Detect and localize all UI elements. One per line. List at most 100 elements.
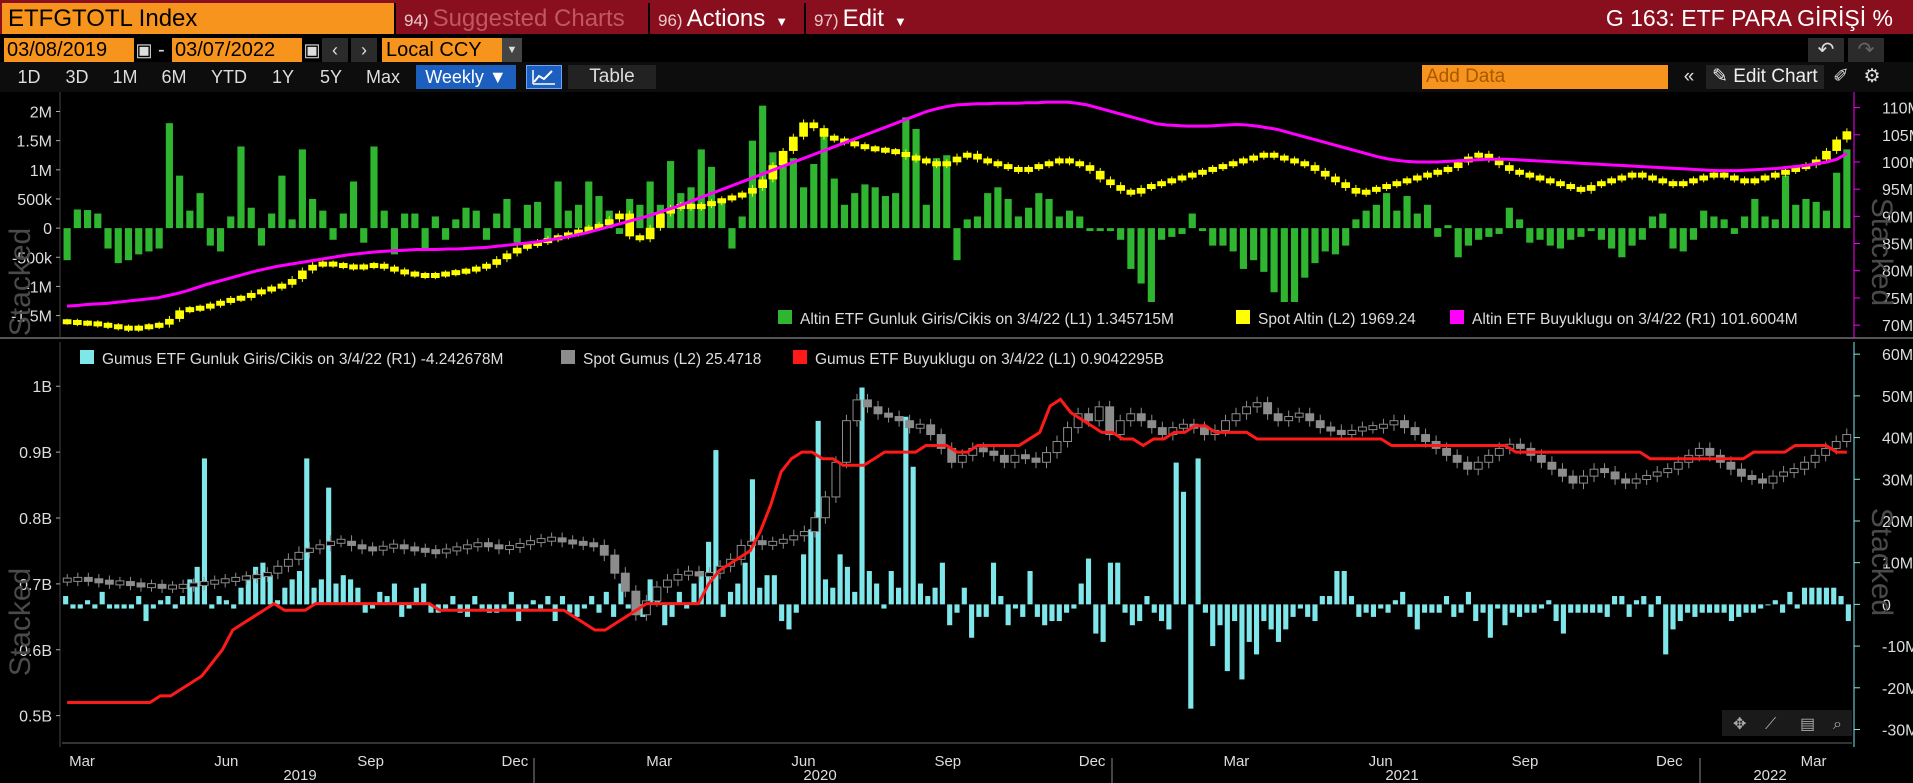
legend-label: Gumus ETF Gunluk Giris/Cikis on 3/4/22 (… (102, 351, 503, 368)
edit-chart-button[interactable]: ✎ Edit Chart (1706, 65, 1824, 89)
right-tick-label: 50M (1882, 389, 1913, 406)
silver-candle (873, 406, 883, 415)
gold-flow-bar (1812, 201, 1820, 229)
gold-flow-bar (339, 213, 347, 229)
silver-candle (326, 540, 335, 546)
crosshair-icon: ✥ (1733, 716, 1746, 733)
silver-flow-bar (676, 591, 682, 605)
actions-menu[interactable]: 96) Actions ▼ (648, 3, 800, 34)
period-5y[interactable]: 5Y (319, 67, 343, 87)
edit-menu[interactable]: 97) Edit ▼ (804, 3, 920, 34)
gold-candle (1320, 170, 1330, 177)
gold-candle (1310, 165, 1320, 171)
gold-flow-bar (1127, 228, 1135, 269)
silver-flow-bar (1604, 604, 1610, 617)
silver-candle (684, 570, 693, 576)
chart-area: 2M 1.5M 1M 500k 0 -500k -1M -1.5M 110M 105M 100M 95… (0, 92, 1913, 783)
silver-candle (1126, 413, 1136, 422)
period-max[interactable]: Max (365, 67, 400, 87)
silver-candle (1221, 420, 1230, 431)
gold-candle (308, 264, 317, 271)
silver-candle (568, 539, 578, 545)
silver-flow-bar (1348, 596, 1355, 605)
currency-select[interactable]: Local CCY (382, 38, 522, 62)
silver-flow-bar (1407, 604, 1413, 617)
gold-candle (1791, 166, 1801, 172)
collapse-icon[interactable]: « (1683, 66, 1695, 87)
gold-candle (850, 141, 860, 147)
silver-candle (1568, 475, 1578, 484)
silver-flow-bar (340, 575, 346, 605)
period-1d[interactable]: 1D (17, 67, 41, 87)
gold-flow-bar (1720, 219, 1728, 229)
add-data-input[interactable] (1422, 65, 1668, 89)
silver-flow-bar (253, 566, 259, 605)
gold-flow-bar (401, 213, 409, 229)
silver-candle (694, 571, 704, 577)
silver-candle (505, 545, 514, 551)
silver-flow-bar (1546, 600, 1552, 605)
gold-flow-bar (462, 207, 470, 229)
silver-candle (1442, 447, 1452, 456)
silver-candle (1400, 420, 1409, 429)
silver-flow-bar (998, 596, 1004, 605)
silver-flow-bar (238, 587, 244, 605)
silver-flow-bar (691, 583, 697, 605)
suggested-charts-menu[interactable]: 94) Suggested Charts (394, 3, 644, 34)
stacked-watermark: Stacked (1865, 508, 1898, 616)
period-6m[interactable]: 6M (161, 67, 187, 87)
end-date-field[interactable]: 03/07/2022 (172, 38, 302, 62)
silver-flow-bar (143, 604, 149, 622)
gold-flow-bar (1556, 228, 1565, 249)
silver-candle (1515, 443, 1525, 449)
gold-flow-bar (574, 204, 583, 229)
silver-candle (136, 582, 146, 588)
calendar-icon[interactable]: ▣ (302, 38, 322, 62)
gold-flow-bar (1434, 228, 1442, 237)
gold-flow-bar (1188, 213, 1196, 229)
redo-icon[interactable]: ↷ (1848, 38, 1884, 62)
silver-candle (1147, 420, 1157, 429)
gold-candle (410, 271, 420, 277)
gold-candle (1136, 187, 1146, 194)
gold-flow-bar (1536, 228, 1544, 240)
silver-candle (599, 544, 609, 556)
legend-label: Spot Gumus (L2) 25.4718 (583, 351, 761, 368)
gold-flow-bar (1025, 207, 1033, 229)
silver-candle (210, 579, 220, 585)
gold-candle (707, 201, 716, 207)
undo-icon[interactable]: ↶ (1808, 38, 1844, 62)
gold-candle (962, 152, 972, 158)
gold-flow-bar (1587, 228, 1595, 232)
silver-candle (957, 454, 967, 463)
gold-flow-bar (1209, 228, 1217, 246)
gold-flow-bar (523, 204, 531, 229)
gold-candle (563, 232, 573, 238)
period-1y[interactable]: 1Y (271, 67, 295, 87)
silver-candle (431, 549, 441, 555)
caret-down-icon[interactable]: ▼ (502, 38, 522, 62)
period-3d[interactable]: 3D (65, 67, 89, 87)
month-label: Dec (1079, 753, 1106, 770)
table-button[interactable]: Table (568, 65, 656, 89)
silver-flow-bar (874, 583, 880, 605)
right-tick-label: 10M (1882, 556, 1913, 573)
next-period-icon[interactable]: › (351, 38, 377, 62)
silver-flow-bar (1137, 604, 1143, 622)
line-chart-icon[interactable] (526, 65, 562, 89)
silver-flow-bar (1611, 596, 1618, 605)
gold-flow-bar (1689, 228, 1698, 240)
start-date-field[interactable]: 03/08/2019 (4, 38, 134, 62)
silver-flow-bar (1085, 558, 1092, 605)
silver-flow-bar (866, 571, 872, 605)
period-ytd[interactable]: YTD (211, 67, 247, 87)
period-1m[interactable]: 1M (112, 67, 138, 87)
calendar-icon[interactable]: ▣ (134, 38, 154, 62)
frequency-select[interactable]: Weekly ▼ (416, 65, 516, 89)
silver-flow-bar (165, 596, 171, 605)
gear-icon[interactable]: ⚙ (1863, 66, 1881, 87)
month-label: Jun (214, 753, 238, 770)
annotate-icon[interactable]: ✐ (1833, 66, 1849, 87)
ticker-field[interactable]: ETFGTOTL Index (2, 3, 394, 34)
prev-period-icon[interactable]: ‹ (322, 38, 348, 62)
